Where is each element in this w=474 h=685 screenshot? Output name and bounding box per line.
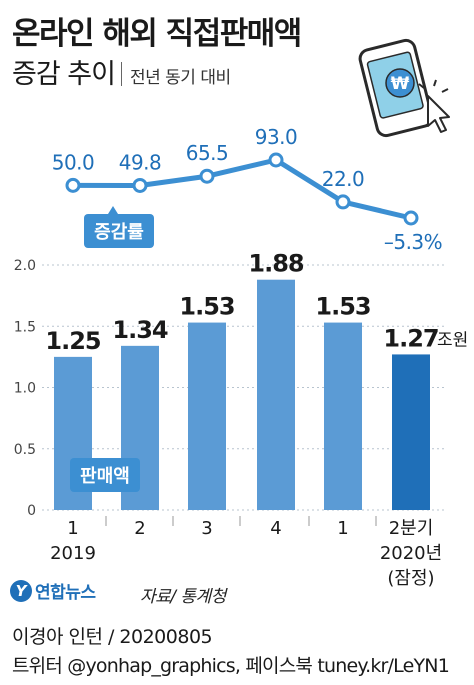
rate-value-label: 65.5: [186, 141, 229, 165]
x-tick-label: 4: [270, 518, 281, 539]
y-tick-label: 1.5: [14, 319, 36, 335]
x-tick-label: 1: [67, 518, 78, 539]
svg-text:₩: ₩: [391, 74, 410, 94]
rate-label-box: [84, 214, 154, 248]
bar: [392, 354, 430, 510]
rate-value-label: 50.0: [52, 150, 95, 174]
y-tick-label: 2.0: [14, 258, 36, 274]
x-tick-label: 3: [201, 518, 212, 539]
logo-text: 연합뉴스: [35, 583, 96, 603]
rate-point: [65, 177, 81, 193]
rate-value-label: –5.3%: [384, 230, 442, 254]
sales-label-box: [70, 458, 140, 492]
rate-value-label: 93.0: [255, 125, 298, 149]
subtitle-main: 증감 추이: [12, 59, 116, 90]
rate-value-label: 49.8: [119, 150, 162, 174]
credit-social: 트위터 @yonhap_graphics, 페이스북 tuney.kr/LeYN…: [12, 655, 450, 677]
x-year-label: 2019: [50, 543, 96, 564]
rate-line: [72, 157, 412, 221]
x-tick-label: 2: [134, 518, 145, 539]
rate-label-pointer: [108, 206, 118, 214]
source-note: 자료/ 통계청: [140, 587, 226, 607]
yonhap-logo: Y 연합뉴스: [10, 578, 96, 603]
y-tick-label: 1.0: [14, 381, 36, 397]
subtitle-divider: [120, 62, 122, 86]
bar-value-label: 1.53: [315, 293, 370, 321]
x-extra-label: (잠정): [387, 568, 434, 589]
rate-point: [335, 194, 351, 210]
phone-icon: ₩: [358, 38, 450, 138]
chart-subtitle: 증감 추이 전년 동기 대비: [12, 52, 231, 91]
logo-mark-icon: Y: [10, 579, 32, 602]
bar: [324, 322, 362, 510]
bar: [188, 322, 226, 510]
x-tick-label: 2분기: [389, 518, 434, 539]
subtitle-note: 전년 동기 대비: [129, 68, 231, 88]
x-year-label: 2020년: [380, 543, 442, 564]
unit-label: 조원: [437, 330, 468, 350]
bar-value-label: 1.88: [248, 250, 304, 278]
rate-point: [199, 168, 215, 184]
credit-line: 이경아 인턴 / 20200805: [12, 626, 213, 648]
bar-value-label: 1.53: [179, 293, 234, 321]
chart-title: 온라인 해외 직접판매액: [12, 16, 302, 52]
bar-value-label: 1.25: [45, 327, 101, 355]
x-tick-label: 1: [337, 518, 348, 539]
y-tick-label: 0.5: [14, 442, 36, 458]
sales-label: 판매액: [80, 466, 130, 487]
bar-value-label: 1.27: [383, 324, 438, 352]
rate-point: [268, 152, 284, 168]
rate-label: 증감률: [94, 222, 144, 243]
rate-point: [403, 210, 419, 226]
y-tick-label: 0: [27, 503, 36, 519]
bar-value-label: 1.34: [112, 316, 168, 344]
rate-point: [132, 177, 148, 193]
bar: [257, 279, 295, 510]
rate-value-label: 22.0: [322, 167, 365, 191]
